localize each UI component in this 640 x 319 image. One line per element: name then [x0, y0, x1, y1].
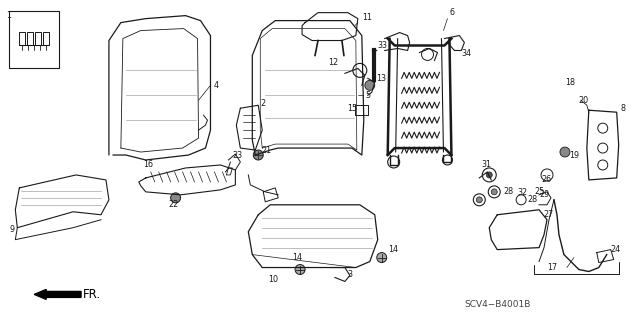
Text: 20: 20: [579, 96, 589, 105]
Text: 15: 15: [347, 104, 357, 113]
Text: 22: 22: [169, 200, 179, 209]
Text: 12: 12: [328, 58, 338, 67]
Text: 26: 26: [541, 175, 551, 184]
Text: 14: 14: [292, 253, 302, 262]
Text: 9: 9: [10, 225, 15, 234]
Circle shape: [486, 172, 492, 178]
Circle shape: [295, 264, 305, 274]
Text: 21: 21: [261, 145, 271, 154]
Text: 6: 6: [449, 8, 454, 17]
Text: 28: 28: [503, 187, 513, 197]
Text: 27: 27: [543, 210, 553, 219]
Text: SCV4−B4001B: SCV4−B4001B: [465, 300, 531, 309]
Text: 28: 28: [527, 195, 537, 204]
Text: 13: 13: [376, 74, 386, 83]
Circle shape: [365, 80, 375, 90]
Text: 5: 5: [366, 91, 371, 100]
Text: 17: 17: [547, 263, 557, 272]
Text: 14: 14: [388, 245, 397, 254]
Text: 4: 4: [214, 81, 218, 90]
Text: 2: 2: [260, 99, 266, 108]
Circle shape: [377, 253, 387, 263]
Circle shape: [492, 189, 497, 195]
Text: 25: 25: [534, 187, 544, 197]
Text: 33: 33: [378, 41, 388, 50]
FancyArrow shape: [35, 289, 81, 300]
Text: 18: 18: [565, 78, 575, 87]
Circle shape: [171, 193, 180, 203]
Text: 23: 23: [232, 151, 243, 160]
Text: 10: 10: [268, 275, 278, 284]
Text: 11: 11: [362, 13, 372, 22]
Text: 16: 16: [143, 160, 153, 169]
Text: 8: 8: [621, 104, 626, 113]
Text: 1: 1: [6, 11, 12, 20]
Circle shape: [253, 150, 263, 160]
Text: 32: 32: [517, 188, 527, 197]
Text: 29: 29: [539, 190, 549, 199]
Circle shape: [476, 197, 483, 203]
Text: 24: 24: [611, 245, 621, 254]
Circle shape: [560, 147, 570, 157]
Text: 34: 34: [461, 49, 472, 58]
Text: 3: 3: [348, 270, 353, 279]
Text: 31: 31: [481, 160, 492, 169]
Text: FR.: FR.: [83, 288, 101, 301]
Text: 19: 19: [569, 151, 579, 160]
